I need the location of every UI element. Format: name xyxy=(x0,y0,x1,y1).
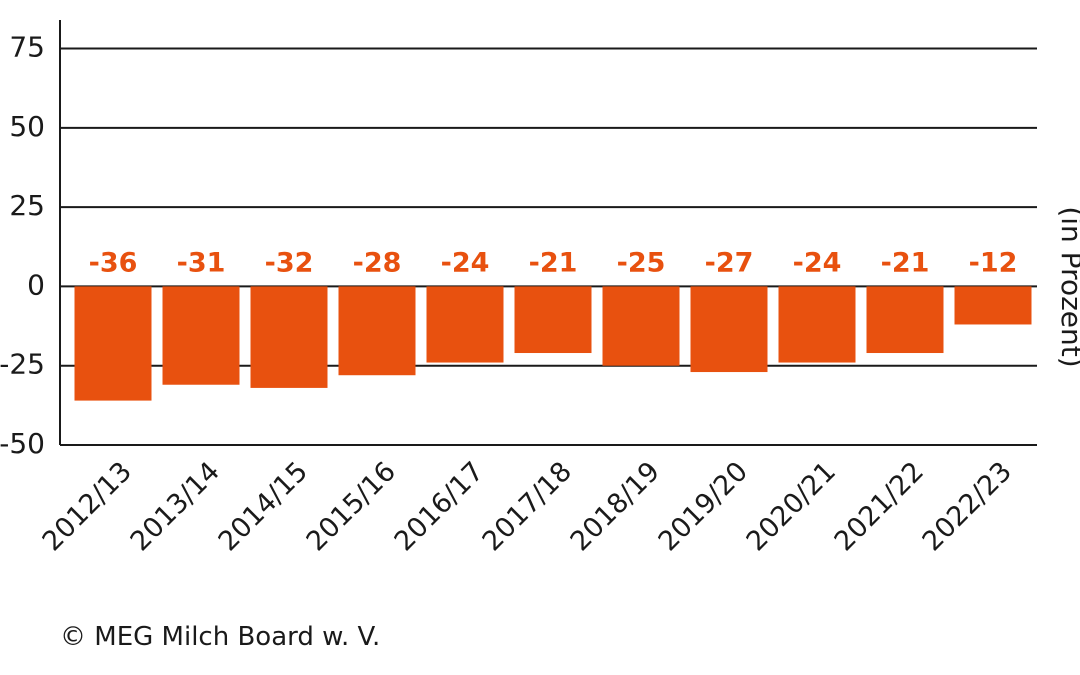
bar xyxy=(778,286,856,363)
x-tick-label: 2022/23 xyxy=(917,456,1018,557)
bar xyxy=(250,286,328,388)
bar xyxy=(426,286,504,363)
bar xyxy=(954,286,1032,325)
y-tick-label: -25 xyxy=(0,348,45,381)
bar xyxy=(514,286,592,354)
y-tick-label: 0 xyxy=(27,268,45,301)
y-tick-label: 50 xyxy=(9,110,45,143)
y-tick-label: 25 xyxy=(9,189,45,222)
x-tick-label: 2019/20 xyxy=(653,456,754,557)
bar xyxy=(74,286,152,401)
value-label: -24 xyxy=(793,247,842,278)
y-tick-label: 75 xyxy=(9,31,45,64)
x-tick-label: 2013/14 xyxy=(125,456,226,557)
x-tick-label: 2016/17 xyxy=(389,456,490,557)
bar xyxy=(690,286,768,373)
value-label: -32 xyxy=(265,247,314,278)
x-tick-label: 2012/13 xyxy=(37,456,138,557)
value-label: -21 xyxy=(881,247,930,278)
x-tick-label: 2020/21 xyxy=(741,456,842,557)
x-tick-label: 2015/16 xyxy=(301,456,402,557)
bar xyxy=(162,286,240,385)
value-label: -28 xyxy=(353,247,402,278)
value-label: -25 xyxy=(617,247,666,278)
x-tick-label: 2014/15 xyxy=(213,456,314,557)
y-tick-label: -50 xyxy=(0,427,45,460)
x-tick-label: 2021/22 xyxy=(829,456,930,557)
value-label: -27 xyxy=(705,247,754,278)
value-label: -36 xyxy=(89,247,138,278)
bar xyxy=(338,286,416,376)
y-axis-label: (in Prozent) xyxy=(1055,206,1080,367)
value-label: -31 xyxy=(177,247,226,278)
bar xyxy=(602,286,680,366)
x-tick-label: 2018/19 xyxy=(565,456,666,557)
bar xyxy=(866,286,944,354)
value-label: -12 xyxy=(969,247,1018,278)
value-label: -21 xyxy=(529,247,578,278)
x-tick-label: 2017/18 xyxy=(477,456,578,557)
value-label: -24 xyxy=(441,247,490,278)
footer: © MEG Milch Board w. V. xyxy=(60,622,380,652)
